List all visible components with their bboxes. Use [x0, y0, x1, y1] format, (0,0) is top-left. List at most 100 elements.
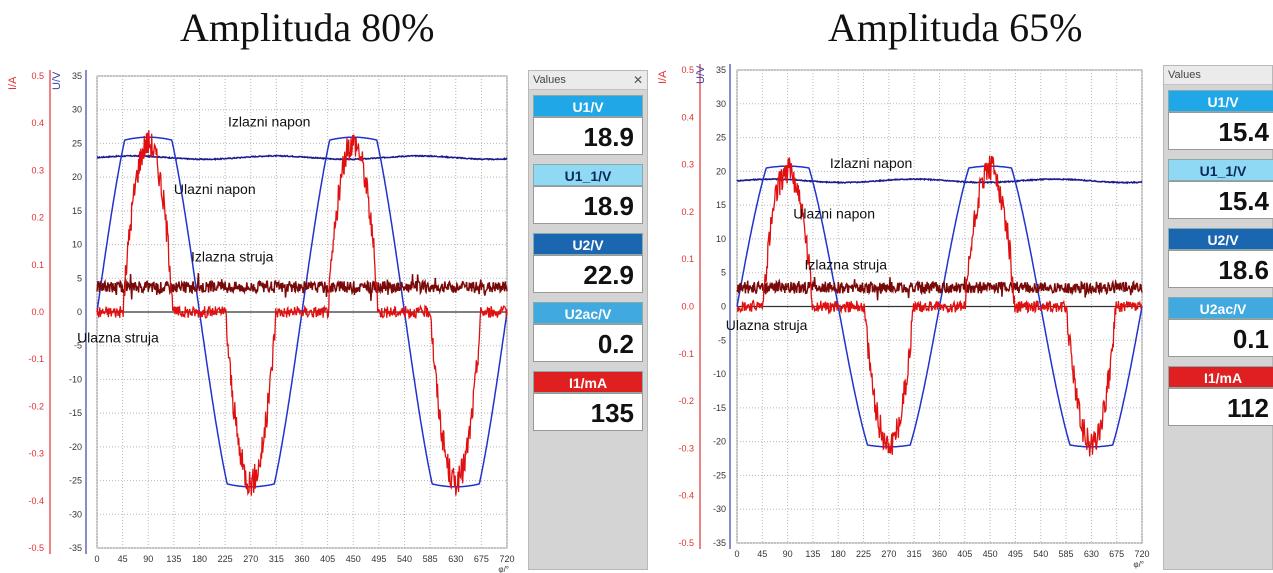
current-tick-label: -0.1 — [678, 349, 694, 359]
x-tick-label: 135 — [166, 554, 181, 564]
x-tick-label: 270 — [881, 549, 896, 559]
value-box-u2ac-v: U2ac/V 0.2 — [533, 302, 643, 364]
voltage-tick-label: 35 — [72, 71, 82, 81]
value-label: U2/V — [1168, 228, 1273, 250]
value-number: 15.4 — [1168, 181, 1273, 219]
x-tick-label: 45 — [757, 549, 767, 559]
voltage-tick-label: -35 — [69, 543, 82, 553]
voltage-tick-label: 10 — [72, 240, 82, 250]
values-panel-right: Values U1/V 15.4 U1_1/V 15.4 U2/V 18.6 U2ac/V 0… — [1163, 65, 1273, 570]
current-tick-label: -0.3 — [678, 443, 694, 453]
voltage-tick-label: -15 — [713, 403, 726, 413]
series-izlazna-struja — [736, 276, 1143, 301]
current-tick-label: 0.1 — [31, 260, 44, 270]
voltage-tick-label: -5 — [74, 341, 82, 351]
current-tick-label: -0.1 — [28, 354, 44, 364]
current-tick-label: 0.5 — [681, 65, 694, 75]
x-tick-label: 225 — [218, 554, 233, 564]
value-box-u1-1-v: U1_1/V 15.4 — [1168, 159, 1273, 221]
values-header-label: Values — [1168, 69, 1201, 81]
voltage-tick-label: 35 — [716, 65, 726, 75]
value-label: U1/V — [533, 95, 643, 117]
close-icon[interactable]: ✕ — [632, 73, 643, 87]
x-axis-label: φ/° — [1133, 560, 1144, 569]
value-number: 18.9 — [533, 186, 643, 224]
value-number: 22.9 — [533, 255, 643, 293]
series-izlazni-napon — [736, 177, 1143, 185]
x-tick-label: 585 — [1059, 549, 1074, 559]
current-tick-label: 0.0 — [31, 307, 44, 317]
series-annotation: Ulazni napon — [793, 206, 875, 222]
voltage-tick-label: 15 — [72, 206, 82, 216]
chart-title-left: Amplituda 80% — [180, 5, 435, 50]
x-tick-label: 90 — [143, 554, 153, 564]
x-tick-label: 675 — [1109, 549, 1124, 559]
current-tick-label: 0.3 — [31, 165, 44, 175]
current-tick-label: -0.3 — [28, 449, 44, 459]
voltage-tick-label: 30 — [72, 105, 82, 115]
series-izlazna-struja — [96, 273, 508, 301]
x-tick-label: 225 — [856, 549, 871, 559]
current-tick-label: 0.1 — [681, 254, 694, 264]
current-tick-label: 0.5 — [31, 71, 44, 81]
current-tick-label: -0.2 — [28, 401, 44, 411]
current-tick-label: 0.2 — [681, 207, 694, 217]
series-ulazna-struja — [736, 155, 1143, 457]
series-annotation: Ulazni napon — [174, 181, 256, 197]
x-tick-label: 540 — [1033, 549, 1048, 559]
voltage-tick-label: 0 — [721, 302, 726, 312]
value-box-u2-v: U2/V 18.6 — [1168, 228, 1273, 290]
value-box-u2-v: U2/V 22.9 — [533, 233, 643, 295]
x-tick-label: 0 — [94, 554, 99, 564]
value-number: 112 — [1168, 388, 1273, 426]
x-tick-label: 315 — [907, 549, 922, 559]
x-tick-label: 405 — [957, 549, 972, 559]
x-tick-label: 585 — [423, 554, 438, 564]
current-tick-label: 0.4 — [681, 112, 694, 122]
current-axis-label: I/A — [657, 70, 669, 84]
value-box-i1-ma: I1/mA 135 — [533, 371, 643, 433]
voltage-tick-label: -35 — [713, 538, 726, 548]
current-tick-label: 0.4 — [31, 118, 44, 128]
voltage-tick-label: 30 — [716, 99, 726, 109]
value-number: 0.1 — [1168, 319, 1273, 357]
grid — [96, 75, 508, 549]
value-box-u2ac-v: U2ac/V 0.1 — [1168, 297, 1273, 359]
voltage-tick-label: 5 — [77, 273, 82, 283]
x-tick-label: 630 — [448, 554, 463, 564]
x-tick-label: 135 — [805, 549, 820, 559]
series-annotation: Izlazni napon — [228, 114, 311, 130]
voltage-tick-label: 20 — [72, 172, 82, 182]
voltage-axis-label: U/V — [695, 65, 707, 84]
voltage-tick-label: 15 — [716, 200, 726, 210]
voltage-tick-label: -25 — [69, 476, 82, 486]
current-tick-label: -0.2 — [678, 396, 694, 406]
current-tick-label: 0.2 — [31, 213, 44, 223]
current-tick-label: 0.3 — [681, 160, 694, 170]
x-tick-label: 720 — [1134, 549, 1149, 559]
x-tick-label: 360 — [932, 549, 947, 559]
voltage-tick-label: -30 — [69, 509, 82, 519]
current-tick-label: -0.5 — [678, 538, 694, 548]
value-number: 18.6 — [1168, 250, 1273, 288]
series-annotation: Izlazna struja — [805, 256, 888, 272]
series-ulazni-napon — [96, 136, 508, 488]
voltage-tick-label: -25 — [713, 470, 726, 480]
value-number: 135 — [533, 393, 643, 431]
voltage-tick-label: -10 — [713, 369, 726, 379]
x-tick-label: 315 — [269, 554, 284, 564]
series-annotation: Izlazni napon — [830, 155, 913, 171]
x-tick-label: 180 — [192, 554, 207, 564]
value-box-i1-ma: I1/mA 112 — [1168, 366, 1273, 428]
value-label: U2/V — [533, 233, 643, 255]
voltage-tick-label: -15 — [69, 408, 82, 418]
current-axis-label: I/A — [7, 76, 19, 90]
voltage-tick-label: 25 — [716, 133, 726, 143]
x-tick-label: 630 — [1084, 549, 1099, 559]
x-tick-label: 0 — [734, 549, 739, 559]
voltage-tick-label: 0 — [77, 307, 82, 317]
chart-left: I/A U/V 0.5 0.4 0.3 0.2 0.1 0.0 -0.1 -0.2 -0.3 -0.4… — [7, 70, 515, 573]
value-number: 0.2 — [533, 324, 643, 362]
current-tick-label: -0.4 — [678, 491, 694, 501]
values-header: Values — [1164, 66, 1272, 85]
